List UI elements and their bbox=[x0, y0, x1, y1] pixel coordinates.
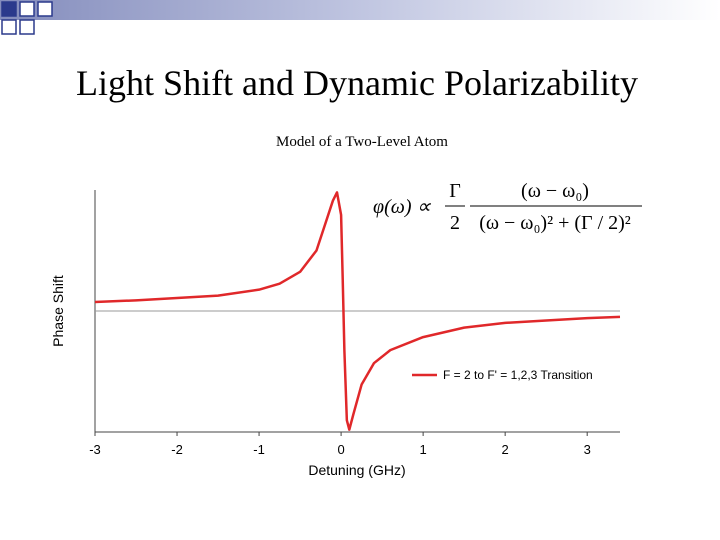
plot: -3 -2 -1 0 1 2 3 F = 2 to F' = 1,2,3 Transition bbox=[89, 190, 621, 457]
x-tick-label: 2 bbox=[502, 442, 509, 457]
x-tick-label: -1 bbox=[253, 442, 265, 457]
x-tick-label: 1 bbox=[420, 442, 427, 457]
header-bar bbox=[0, 0, 720, 20]
formula-num1: Γ bbox=[449, 180, 461, 202]
legend-label: F = 2 to F' = 1,2,3 Transition bbox=[443, 368, 593, 382]
y-axis-label: Phase Shift bbox=[50, 275, 66, 347]
x-tick-label: -3 bbox=[89, 442, 101, 457]
formula: φ(ω) ∝ Γ 2 (ω − ω₀) (ω − ω₀)² + (Γ / 2)² bbox=[373, 180, 642, 234]
decor-squares bbox=[1, 1, 53, 35]
formula-den2: (ω − ω₀)² + (Γ / 2)² bbox=[479, 212, 631, 234]
formula-lhs: φ(ω) ∝ bbox=[373, 196, 432, 218]
formula-num2: (ω − ω₀) bbox=[521, 180, 589, 202]
series-line bbox=[94, 191, 621, 431]
x-tick-label: 3 bbox=[584, 442, 591, 457]
x-tick-label: 0 bbox=[337, 442, 344, 457]
x-tick-label: -2 bbox=[171, 442, 183, 457]
slide-title: Light Shift and Dynamic Polarizability bbox=[76, 63, 638, 103]
formula-den1: 2 bbox=[450, 212, 460, 234]
chart-title: Model of a Two-Level Atom bbox=[276, 134, 448, 150]
x-axis-label: Detuning (GHz) bbox=[308, 462, 405, 478]
